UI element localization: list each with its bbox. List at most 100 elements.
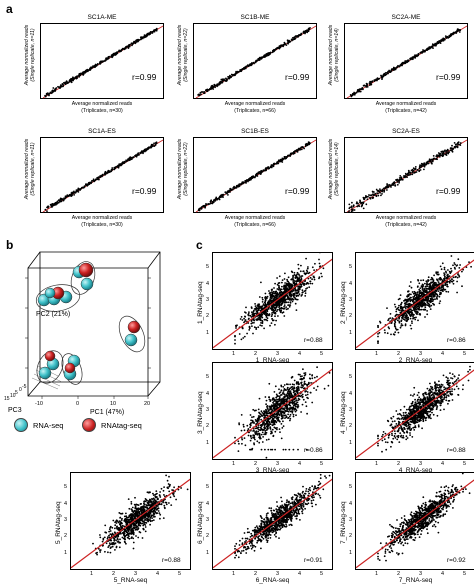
data-point (433, 158, 435, 160)
data-point (90, 66, 92, 68)
data-point (306, 270, 308, 272)
data-point (251, 438, 253, 440)
pca-edge (148, 382, 160, 396)
data-point (403, 318, 405, 320)
data-point (418, 298, 420, 300)
data-point (139, 152, 141, 154)
x-axis-label-line2: (Triplicates, n=42) (344, 222, 468, 229)
data-point (272, 311, 274, 313)
data-point (279, 48, 281, 50)
data-point (368, 194, 370, 196)
data-point (433, 286, 435, 288)
y-axis-label: Average normalized reads(Single replicat… (24, 22, 36, 88)
data-point (431, 163, 433, 165)
data-point (235, 325, 237, 327)
data-point (228, 78, 230, 80)
data-point (396, 67, 398, 69)
data-point (436, 294, 438, 296)
data-point (369, 82, 371, 84)
data-point (281, 438, 283, 440)
data-point (414, 298, 416, 300)
data-point (419, 296, 421, 298)
data-point (445, 376, 447, 378)
data-point (255, 308, 257, 310)
data-point (456, 281, 458, 283)
rna-seq-point (81, 278, 93, 290)
data-point (299, 293, 301, 295)
data-point (268, 439, 270, 441)
data-point (292, 277, 294, 279)
data-point (404, 306, 406, 308)
data-point (295, 403, 297, 405)
data-point (427, 279, 429, 281)
data-point (298, 268, 300, 270)
x-axis-label-line1: Average normalized reads (193, 215, 317, 222)
data-point (303, 399, 305, 401)
data-point (300, 284, 302, 286)
data-point (447, 153, 449, 155)
data-point (380, 75, 382, 77)
data-point (155, 29, 157, 31)
data-point (120, 164, 122, 166)
data-point (215, 84, 217, 86)
data-point (276, 429, 278, 431)
data-point (285, 410, 287, 412)
data-point (93, 66, 95, 68)
data-point (410, 174, 412, 176)
data-point (283, 411, 285, 413)
pca-edge (148, 252, 160, 268)
y-tick-label: 3 (206, 297, 209, 303)
data-point (406, 304, 408, 306)
correlation-label: r=0.99 (285, 186, 309, 196)
data-point (310, 277, 312, 279)
x-axis-label-line2: (Triplicates, n=66) (193, 222, 317, 229)
data-point (225, 80, 227, 82)
data-point (51, 92, 53, 94)
data-point (445, 35, 447, 37)
data-point (311, 377, 313, 379)
data-point (323, 267, 325, 269)
data-point (244, 316, 246, 318)
data-point (362, 89, 364, 91)
data-point (283, 158, 285, 160)
data-point (291, 299, 293, 301)
data-point (238, 450, 240, 452)
data-point (247, 181, 249, 183)
data-point (249, 426, 251, 428)
data-point (297, 399, 299, 401)
data-point (268, 315, 270, 317)
data-points (234, 363, 330, 459)
data-point (427, 163, 429, 165)
data-point (307, 266, 309, 268)
data-point (140, 36, 142, 38)
data-point (278, 296, 280, 298)
data-point (57, 86, 59, 88)
data-point (204, 92, 206, 94)
data-point (141, 151, 143, 153)
scatter-svg (345, 138, 469, 214)
data-point (454, 264, 456, 266)
data-point (293, 283, 295, 285)
data-point (277, 309, 279, 311)
data-point (310, 392, 312, 394)
correlation-label: r=0.99 (132, 72, 156, 82)
data-point (298, 389, 300, 391)
data-point (404, 299, 406, 301)
correlation-label: r=0.99 (132, 186, 156, 196)
data-point (299, 289, 301, 291)
data-point (54, 90, 56, 92)
data-point (305, 288, 307, 290)
y-axis-label-line2: (Single replicate, n=22) (183, 22, 189, 88)
data-point (451, 145, 453, 147)
data-point (245, 68, 247, 70)
data-point (257, 421, 259, 423)
data-point (321, 276, 323, 278)
data-point (387, 442, 389, 444)
data-points (377, 363, 473, 453)
data-point (255, 313, 257, 315)
data-point (283, 308, 285, 310)
data-point (286, 283, 288, 285)
data-point (359, 89, 361, 91)
data-point (291, 412, 293, 414)
data-point (420, 302, 422, 304)
